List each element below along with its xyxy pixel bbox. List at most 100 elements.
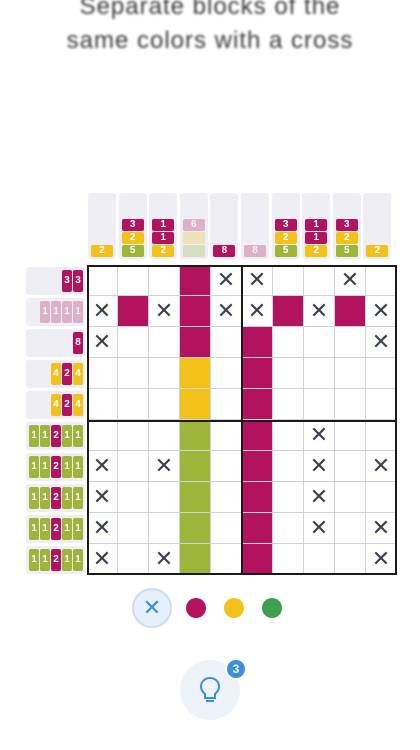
empty-cell[interactable] (304, 544, 335, 575)
crossed-cell[interactable]: ✕ (304, 296, 335, 327)
crossed-cell[interactable]: ✕ (211, 296, 242, 327)
crossed-cell[interactable]: ✕ (366, 451, 397, 482)
empty-cell[interactable] (366, 389, 397, 420)
filled-cell[interactable] (242, 482, 273, 513)
empty-cell[interactable] (335, 451, 366, 482)
empty-cell[interactable] (211, 420, 242, 451)
crossed-cell[interactable]: ✕ (149, 544, 180, 575)
empty-cell[interactable] (149, 358, 180, 389)
filled-cell[interactable] (180, 482, 211, 513)
filled-cell[interactable] (180, 451, 211, 482)
empty-cell[interactable] (118, 265, 149, 296)
empty-cell[interactable] (273, 389, 304, 420)
empty-cell[interactable] (118, 513, 149, 544)
crossed-cell[interactable]: ✕ (87, 296, 118, 327)
filled-cell[interactable] (242, 327, 273, 358)
crossed-cell[interactable]: ✕ (304, 482, 335, 513)
filled-cell[interactable] (180, 296, 211, 327)
empty-cell[interactable] (273, 358, 304, 389)
crossed-cell[interactable]: ✕ (366, 327, 397, 358)
empty-cell[interactable] (118, 389, 149, 420)
puzzle-grid[interactable]: ✕ ✕ ✕ ✕ ✕ ✕ ✕ ✕ ✕ ✕ ✕ ✕ ✕ ✕ ✕ ✕ ✕ ✕ ✕ ✕ ✕ ✕ ✕ ✕ (87, 265, 397, 575)
cross-tool-button[interactable]: ✕ (132, 588, 172, 628)
empty-cell[interactable] (273, 451, 304, 482)
empty-cell[interactable] (211, 389, 242, 420)
empty-cell[interactable] (366, 420, 397, 451)
empty-cell[interactable] (273, 327, 304, 358)
empty-cell[interactable] (211, 482, 242, 513)
crossed-cell[interactable]: ✕ (304, 451, 335, 482)
empty-cell[interactable] (118, 482, 149, 513)
filled-cell[interactable] (180, 420, 211, 451)
empty-cell[interactable] (149, 420, 180, 451)
empty-cell[interactable] (273, 544, 304, 575)
filled-cell[interactable] (242, 420, 273, 451)
filled-cell[interactable] (180, 327, 211, 358)
filled-cell[interactable] (118, 296, 149, 327)
filled-cell[interactable] (180, 513, 211, 544)
empty-cell[interactable] (211, 358, 242, 389)
empty-cell[interactable] (118, 451, 149, 482)
filled-cell[interactable] (242, 358, 273, 389)
crossed-cell[interactable]: ✕ (304, 420, 335, 451)
crossed-cell[interactable]: ✕ (304, 513, 335, 544)
crossed-cell[interactable]: ✕ (366, 296, 397, 327)
empty-cell[interactable] (335, 513, 366, 544)
empty-cell[interactable] (335, 389, 366, 420)
empty-cell[interactable] (149, 327, 180, 358)
empty-cell[interactable] (273, 420, 304, 451)
filled-cell[interactable] (335, 296, 366, 327)
empty-cell[interactable] (118, 327, 149, 358)
empty-cell[interactable] (87, 389, 118, 420)
crossed-cell[interactable]: ✕ (87, 451, 118, 482)
empty-cell[interactable] (273, 482, 304, 513)
empty-cell[interactable] (87, 265, 118, 296)
empty-cell[interactable] (335, 358, 366, 389)
empty-cell[interactable] (335, 482, 366, 513)
filled-cell[interactable] (242, 451, 273, 482)
crossed-cell[interactable]: ✕ (149, 296, 180, 327)
filled-cell[interactable] (242, 544, 273, 575)
empty-cell[interactable] (335, 420, 366, 451)
empty-cell[interactable] (304, 327, 335, 358)
empty-cell[interactable] (149, 482, 180, 513)
empty-cell[interactable] (335, 327, 366, 358)
crossed-cell[interactable]: ✕ (87, 482, 118, 513)
empty-cell[interactable] (149, 389, 180, 420)
crossed-cell[interactable]: ✕ (366, 544, 397, 575)
crossed-cell[interactable]: ✕ (87, 327, 118, 358)
crossed-cell[interactable]: ✕ (335, 265, 366, 296)
filled-cell[interactable] (242, 389, 273, 420)
empty-cell[interactable] (335, 544, 366, 575)
filled-cell[interactable] (180, 389, 211, 420)
empty-cell[interactable] (366, 358, 397, 389)
empty-cell[interactable] (273, 265, 304, 296)
empty-cell[interactable] (118, 420, 149, 451)
filled-cell[interactable] (273, 296, 304, 327)
empty-cell[interactable] (211, 544, 242, 575)
empty-cell[interactable] (304, 358, 335, 389)
empty-cell[interactable] (118, 358, 149, 389)
empty-cell[interactable] (118, 544, 149, 575)
empty-cell[interactable] (211, 327, 242, 358)
crossed-cell[interactable]: ✕ (242, 265, 273, 296)
filled-cell[interactable] (180, 544, 211, 575)
yellow-color-button[interactable] (224, 598, 244, 618)
filled-cell[interactable] (180, 358, 211, 389)
empty-cell[interactable] (87, 420, 118, 451)
empty-cell[interactable] (211, 513, 242, 544)
empty-cell[interactable] (273, 513, 304, 544)
crossed-cell[interactable]: ✕ (211, 265, 242, 296)
crossed-cell[interactable]: ✕ (87, 513, 118, 544)
empty-cell[interactable] (211, 451, 242, 482)
crossed-cell[interactable]: ✕ (242, 296, 273, 327)
empty-cell[interactable] (149, 513, 180, 544)
empty-cell[interactable] (149, 265, 180, 296)
magenta-color-button[interactable] (186, 598, 206, 618)
crossed-cell[interactable]: ✕ (149, 451, 180, 482)
empty-cell[interactable] (304, 265, 335, 296)
empty-cell[interactable] (87, 358, 118, 389)
filled-cell[interactable] (242, 513, 273, 544)
empty-cell[interactable] (304, 389, 335, 420)
empty-cell[interactable] (366, 482, 397, 513)
